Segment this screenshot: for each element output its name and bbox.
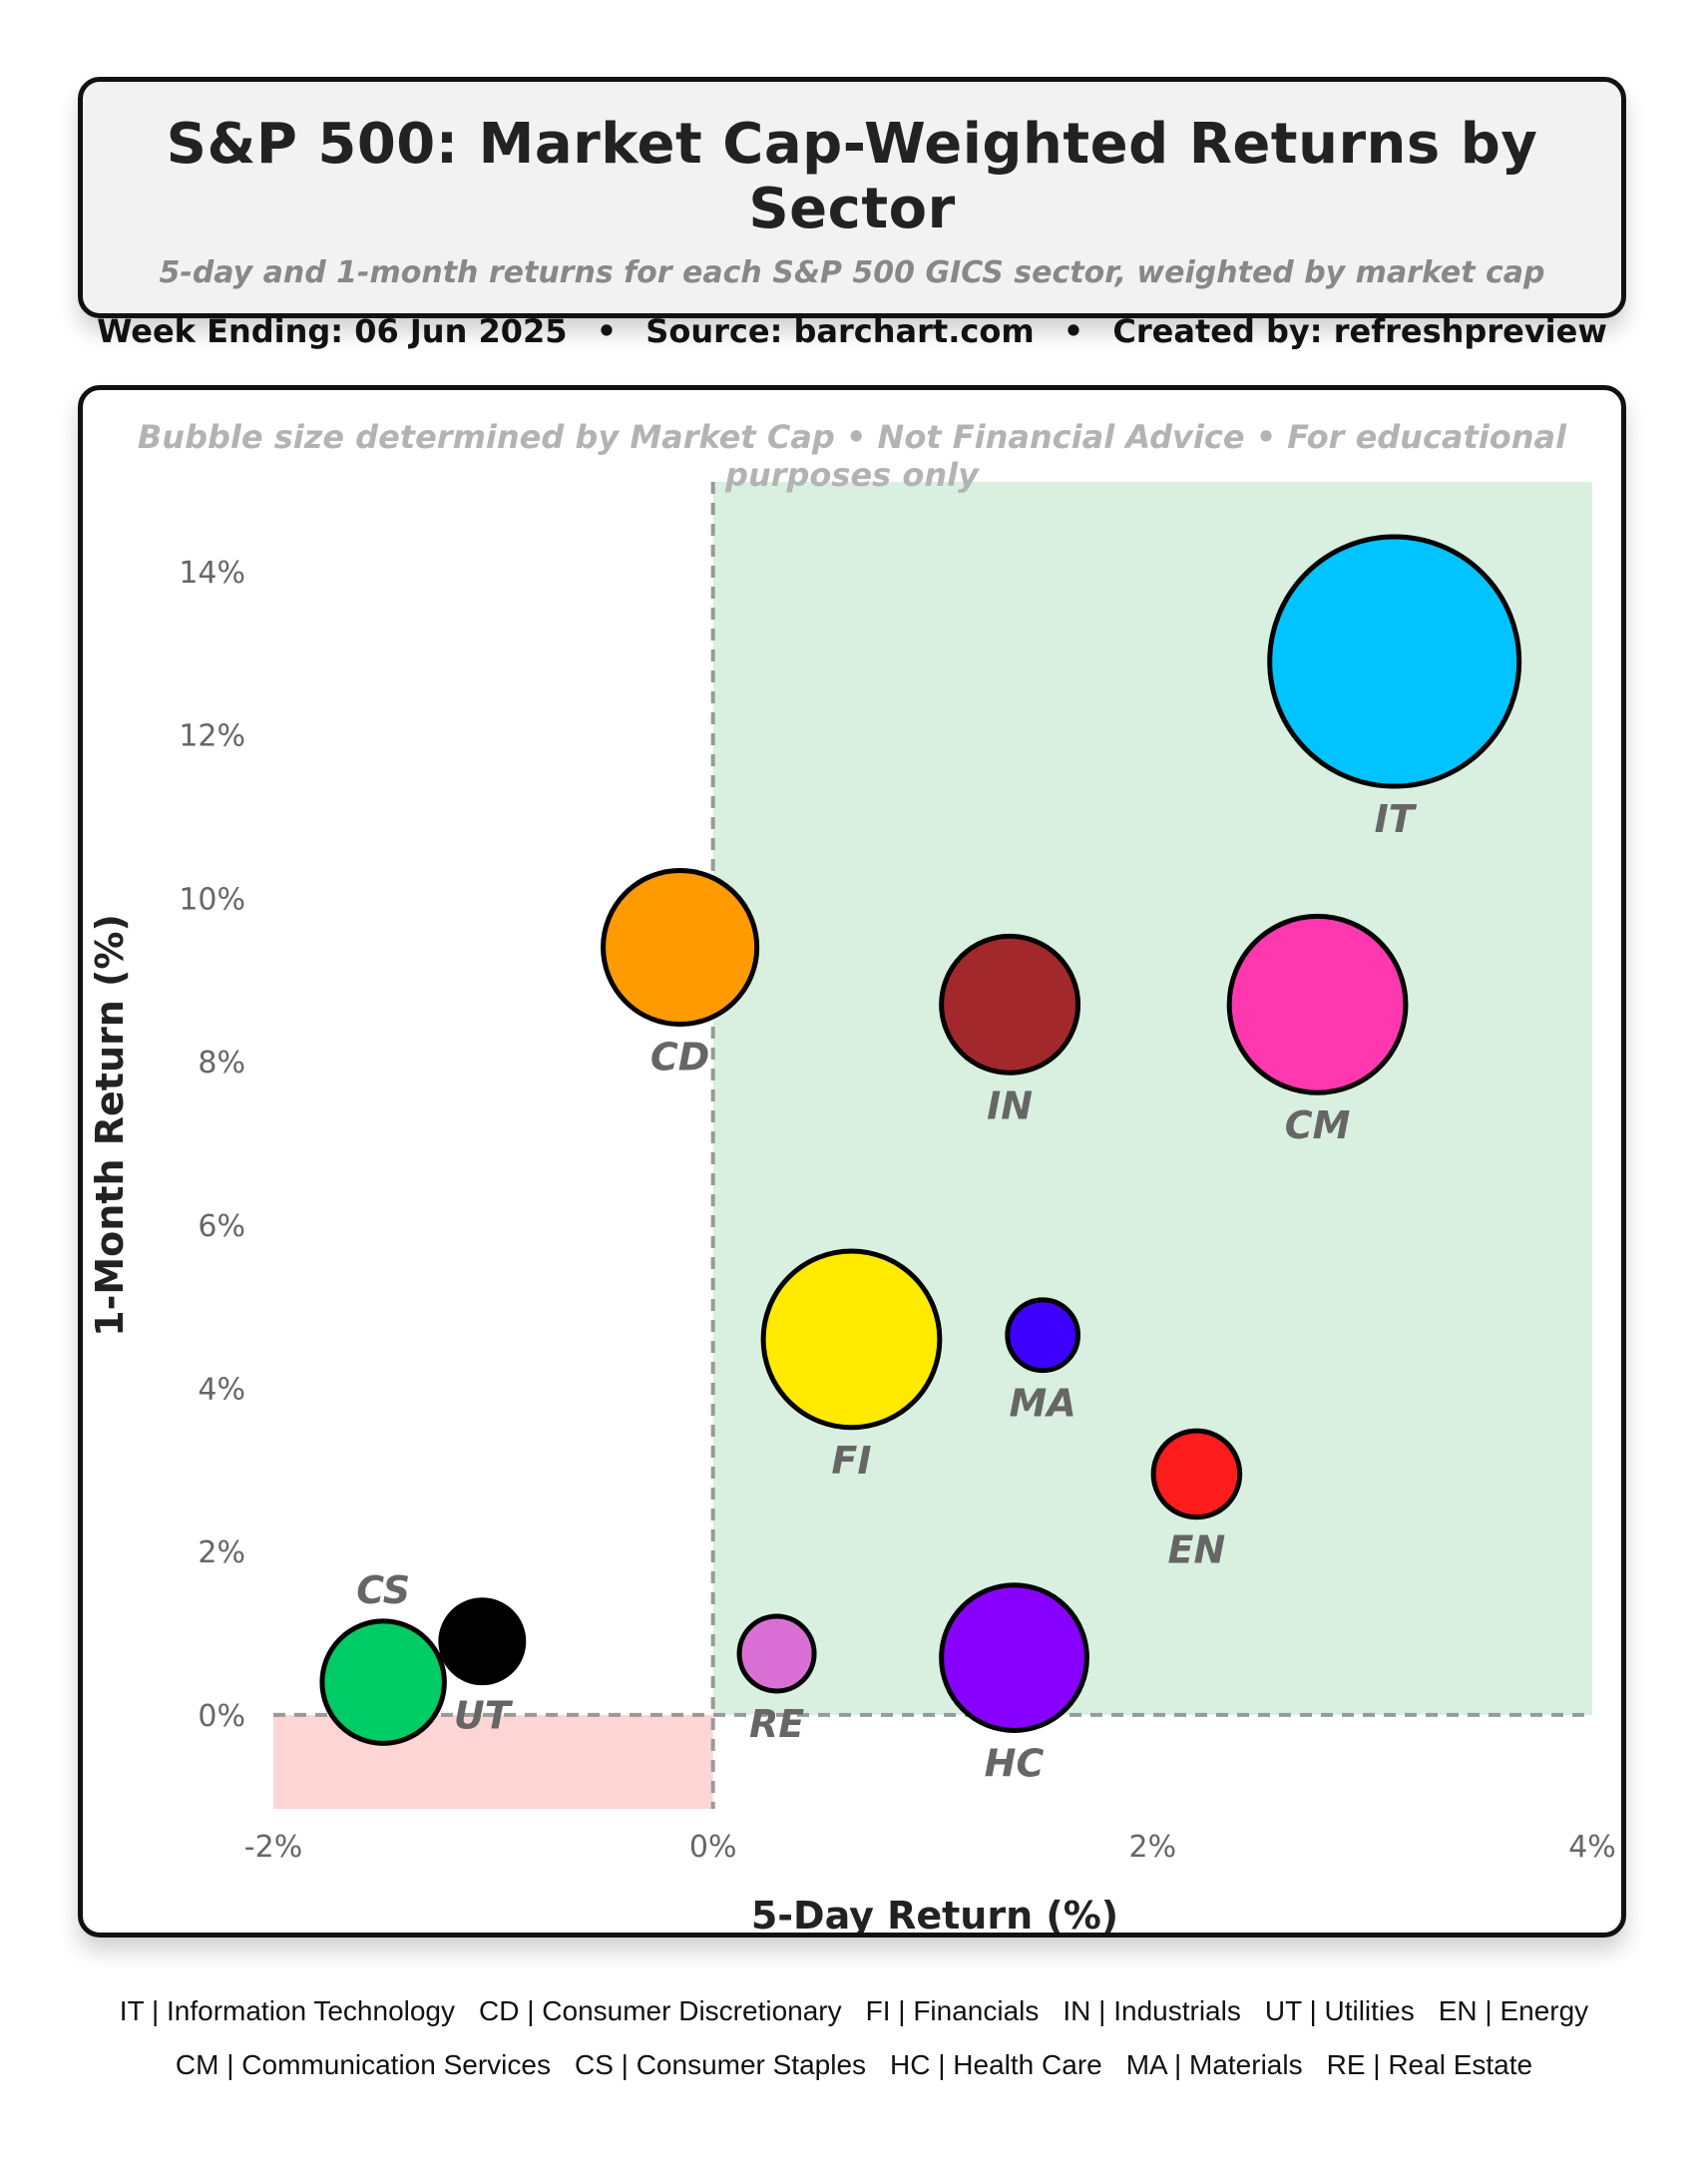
bubble-label-ma: MA [1010,1382,1076,1426]
source: Source: barchart.com [645,312,1035,350]
legend-row-2: CM | Communication Services CS | Consumer… [0,2049,1708,2081]
legend-item: FI | Financials [865,1995,1040,2026]
bubble-label-cm: CM [1285,1103,1351,1147]
y-tick-label: 12% [179,719,245,754]
bubble-re [736,1613,817,1694]
bubble-ut [438,1597,527,1686]
week-ending: Week Ending: 06 Jun 2025 [97,312,568,350]
y-tick-label: 4% [198,1372,245,1407]
chart-subtitle: 5-day and 1-month returns for each S&P 5… [159,255,1545,290]
created-by: Created by: refreshpreview [1112,312,1607,350]
bubble-en [1150,1428,1243,1520]
legend-item: HC | Health Care [890,2049,1102,2080]
bubble-label-in: IN [987,1083,1033,1127]
chart-panel: 0% 2% 4% 6% 8% 10% 12% 14% -2% 0% 2% 4% 5-Day Return… [78,385,1626,1938]
bubble-hc [939,1582,1089,1733]
y-tick-label: 6% [198,1209,245,1244]
bubble-fi [760,1248,943,1431]
legend-item: RE | Real Estate [1326,2049,1533,2080]
legend-item: UT | Utilities [1264,1995,1415,2026]
legend-item: CD | Consumer Discretionary [479,1995,842,2026]
y-tick-label: 10% [179,882,245,917]
bubble-label-cd: CD [650,1036,709,1080]
x-axis-label: 5-Day Return (%) [751,1894,1118,1938]
chart-meta: Week Ending: 06 Jun 2025 • Source: barch… [83,312,1621,350]
x-tick-label: 0% [689,1830,737,1865]
meta-separator: • [596,312,618,350]
x-tick-label: 2% [1129,1830,1177,1865]
bubble-label-fi: FI [831,1439,871,1483]
bubble-cm [1226,913,1409,1095]
bubble-cs [319,1618,447,1746]
chart-title: S&P 500: Market Cap-Weighted Returns by … [166,112,1538,241]
bubble-label-re: RE [749,1702,804,1746]
bubble-it [1267,534,1522,789]
header-panel: S&P 500: Market Cap-Weighted Returns by … [78,77,1626,350]
x-tick-label: -2% [244,1830,302,1865]
disclaimer: Bubble size determined by Market Cap • N… [137,418,1567,494]
legend-item: CS | Consumer Staples [574,2049,867,2080]
bubble-label-cs: CS [356,1568,410,1612]
y-tick-label: 0% [198,1699,245,1734]
y-tick-label: 2% [198,1535,245,1570]
legend-row-1: IT | Information Technology CD | Consumer… [0,1995,1708,2027]
bubble-label-hc: HC [985,1741,1045,1785]
meta-separator: • [1063,312,1084,350]
bubble-in [939,933,1081,1076]
bubble-label-ut: UT [454,1694,514,1738]
legend-item: MA | Materials [1125,2049,1303,2080]
y-axis-label: 1-Month Return (%) [88,914,132,1337]
y-tick-label: 14% [179,556,245,591]
bubble-cd [601,867,760,1028]
x-tick-label: 4% [1568,1830,1616,1865]
y-tick-label: 8% [198,1046,245,1081]
bubble-label-en: EN [1168,1528,1226,1572]
bubble-chart: 0% 2% 4% 6% 8% 10% 12% 14% -2% 0% 2% 4% 5-Day Return… [88,482,1616,1938]
legend-item: EN | Energy [1438,1995,1589,2026]
legend-item: IT | Information Technology [119,1995,456,2026]
bubble-ma [1005,1297,1081,1374]
bubble-label-it: IT [1375,797,1418,841]
legend-item: CM | Communication Services [175,2049,551,2080]
legend-item: IN | Industrials [1063,1995,1241,2026]
